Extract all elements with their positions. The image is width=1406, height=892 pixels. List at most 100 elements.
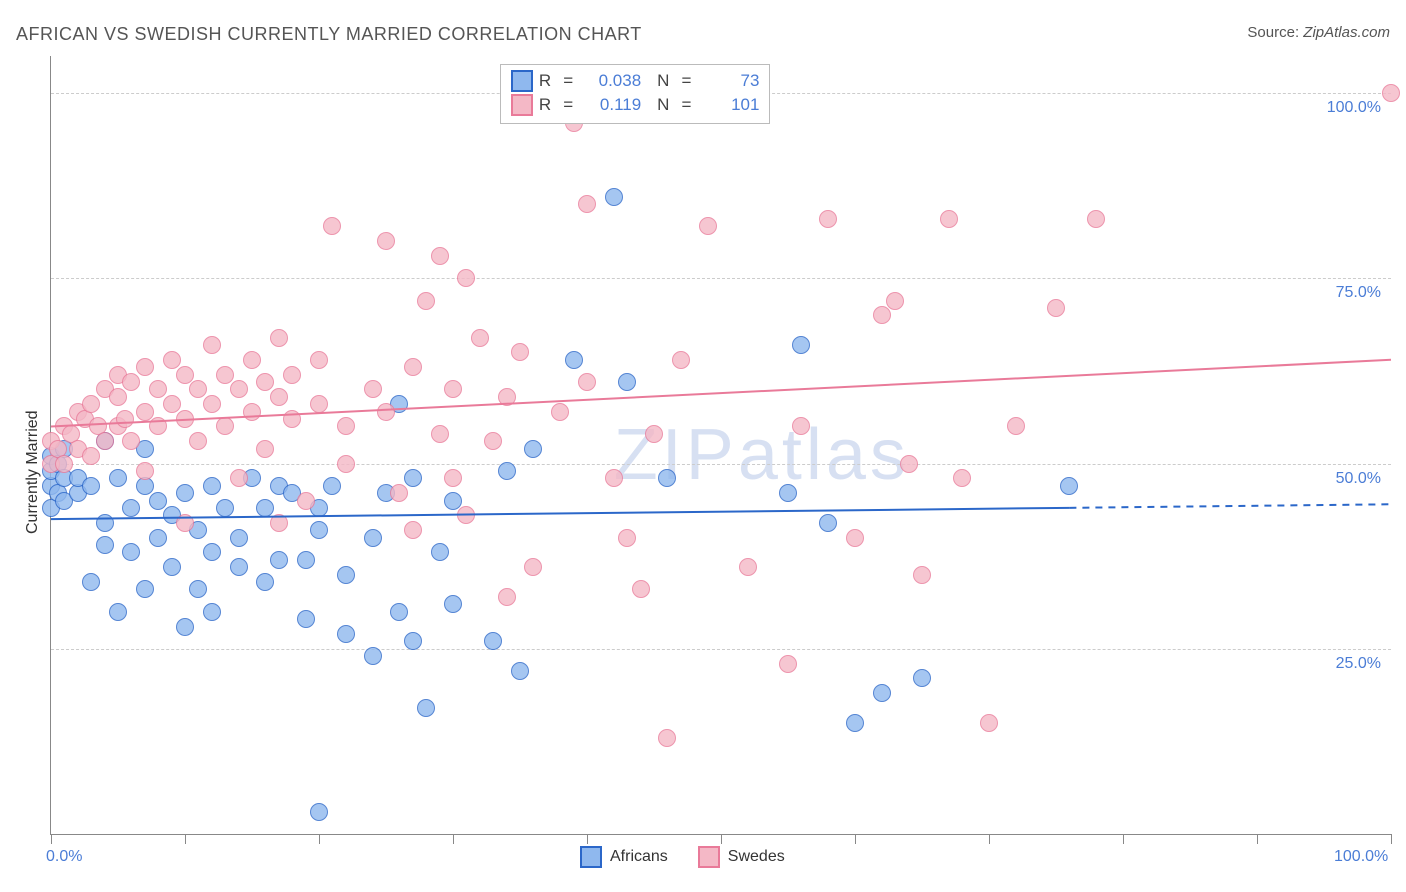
marker-africans [82,477,100,495]
marker-swedes [457,269,475,287]
marker-swedes [578,373,596,391]
marker-swedes [873,306,891,324]
trend-lines [51,56,1391,834]
marker-swedes [417,292,435,310]
marker-africans [109,469,127,487]
source-label: Source: [1247,24,1299,41]
marker-swedes [377,403,395,421]
marker-swedes [645,425,663,443]
r-value: 0.119 [585,95,641,115]
marker-swedes [431,247,449,265]
legend-label: Africans [610,848,668,866]
marker-swedes [337,455,355,473]
marker-swedes [230,380,248,398]
marker-swedes [364,380,382,398]
marker-swedes [149,417,167,435]
legend-item-africans: Africans [580,846,668,868]
marker-swedes [243,403,261,421]
marker-africans [256,573,274,591]
marker-africans [109,603,127,621]
n-value: 101 [703,95,759,115]
marker-africans [484,632,502,650]
marker-africans [1060,477,1078,495]
legend-item-swedes: Swedes [698,846,785,868]
marker-africans [203,603,221,621]
marker-africans [873,684,891,702]
marker-africans [819,514,837,532]
marker-swedes [256,373,274,391]
marker-africans [230,558,248,576]
marker-africans [390,603,408,621]
marker-africans [310,803,328,821]
marker-swedes [578,195,596,213]
marker-swedes [739,558,757,576]
x-tick [185,834,186,844]
gridline [51,278,1391,279]
marker-africans [203,543,221,561]
marker-swedes [176,366,194,384]
marker-swedes [283,366,301,384]
marker-africans [96,514,114,532]
stats-row-swedes: R=0.119N=101 [511,93,760,117]
watermark-strong: ZIP [614,415,738,495]
marker-swedes [390,484,408,502]
r-label: R [539,95,551,115]
n-label: N [657,95,669,115]
marker-africans [256,499,274,517]
marker-swedes [819,210,837,228]
marker-swedes [176,410,194,428]
stats-legend: R=0.038N=73R=0.119N=101 [500,64,771,124]
x-tick [319,834,320,844]
marker-swedes [846,529,864,547]
marker-africans [122,499,140,517]
gridline [51,649,1391,650]
marker-africans [565,351,583,369]
marker-africans [176,484,194,502]
marker-swedes [953,469,971,487]
marker-swedes [404,358,422,376]
marker-swedes [136,403,154,421]
equals: = [557,95,579,115]
marker-africans [230,529,248,547]
marker-swedes [457,506,475,524]
marker-swedes [551,403,569,421]
marker-swedes [163,351,181,369]
r-label: R [539,71,551,91]
x-tick [989,834,990,844]
y-axis-label: Currently Married [24,410,42,534]
marker-swedes [699,217,717,235]
marker-swedes [310,395,328,413]
marker-swedes [377,232,395,250]
marker-swedes [940,210,958,228]
marker-swedes [980,714,998,732]
marker-swedes [337,417,355,435]
watermark-light: atlas [738,415,910,495]
marker-swedes [109,388,127,406]
marker-africans [618,373,636,391]
marker-africans [216,499,234,517]
marker-africans [524,440,542,458]
marker-africans [846,714,864,732]
marker-africans [498,462,516,480]
y-tick-label: 75.0% [1301,284,1381,302]
gridline [51,464,1391,465]
marker-swedes [216,366,234,384]
x-axis-start-label: 0.0% [46,848,82,866]
marker-swedes [672,351,690,369]
x-tick [587,834,588,844]
marker-swedes [658,729,676,747]
marker-africans [511,662,529,680]
marker-swedes [498,388,516,406]
marker-swedes [176,514,194,532]
marker-africans [297,551,315,569]
marker-africans [658,469,676,487]
marker-africans [444,595,462,613]
source-value: ZipAtlas.com [1303,24,1390,41]
marker-africans [136,580,154,598]
marker-swedes [498,588,516,606]
marker-africans [364,529,382,547]
x-tick [51,834,52,844]
marker-africans [444,492,462,510]
marker-swedes [230,469,248,487]
marker-swedes [243,351,261,369]
